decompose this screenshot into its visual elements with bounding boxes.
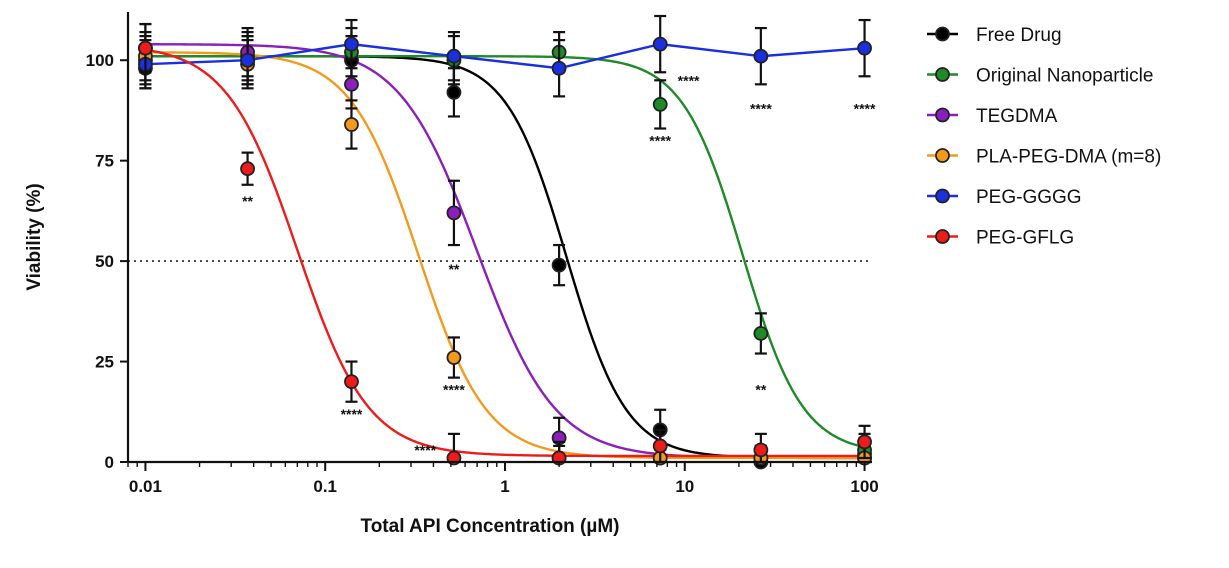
y-tick-label: 0 [105,453,114,472]
data-point-tegdma [446,205,462,221]
data-point-peg-gflg [753,442,769,458]
significance-annotations: **************************** ****** [242,72,876,458]
y-tick-label: 100 [86,51,114,70]
data-point-peg-gflg [240,161,255,177]
axes: 0 25 50 75 100 0.01 0.1 1 10 100 [86,12,879,496]
data-point-pla-peg-dma-m-8 [446,350,462,365]
x-tick-label: 10 [675,477,694,496]
legend-marker-peg-gggg [935,188,950,204]
legend-label-original-nanoparticle: Original Nanoparticle [976,66,1153,87]
legend-marker-pla-peg-dma-m-8 [935,148,950,163]
data-point-peg-gflg [138,40,153,56]
x-tick-label: 0.01 [129,477,162,496]
significance-mark: **** [750,100,772,116]
fit-curves-layer [145,42,865,460]
data-point-peg-gggg [652,36,668,52]
data-points-layer [138,14,872,470]
fit-curve-free-drug [145,55,865,460]
legend-marker-tegdma [935,107,950,123]
significance-mark: ** [448,261,459,277]
fit-curve-peg-gflg [145,48,865,458]
data-point-original-nanoparticle [753,326,769,341]
x-axis-label: Total API Concentration (µM) [361,516,620,537]
legend-label-pla-peg-dma-m-8: PLA-PEG-DMA (m=8) [976,147,1161,168]
significance-mark: **** [678,72,700,88]
y-tick-label: 75 [95,152,114,171]
data-point-pla-peg-dma-m-8 [344,117,359,132]
x-tick-label: 1 [500,477,509,496]
legend: Free Drug Original Nanoparticle TEGDMA PLA-… [927,25,1161,249]
data-point-peg-gflg [857,434,872,450]
data-point-peg-gggg [240,52,255,68]
data-point-original-nanoparticle [652,97,668,112]
data-point-free-drug [551,257,567,273]
data-point-peg-gflg [344,374,359,390]
significance-mark: **** [414,442,436,458]
data-point-peg-gflg [652,438,668,454]
data-point-tegdma [344,76,359,92]
legend-marker-free-drug [935,26,950,42]
y-axis-label: Viability (%) [24,183,45,290]
significance-mark: **** [854,100,876,116]
x-tick-label: 100 [850,477,878,496]
data-point-peg-gggg [857,40,872,56]
significance-mark: **** [341,406,363,422]
significance-mark: **** [649,133,671,149]
significance-mark: ** [755,382,766,398]
x-tick-label: 0.1 [313,477,337,496]
y-tick-label: 50 [95,252,114,271]
significance-mark: ** [242,193,253,209]
significance-mark: **** [443,382,465,398]
data-point-free-drug [446,84,462,100]
data-point-peg-gggg [551,60,567,76]
legend-label-peg-gggg: PEG-GGGG [976,187,1082,208]
legend-label-peg-gflg: PEG-GFLG [976,228,1074,249]
legend-label-free-drug: Free Drug [976,25,1062,46]
legend-label-tegdma: TEGDMA [976,106,1058,127]
data-point-peg-gggg [446,48,462,64]
data-point-peg-gggg [753,48,769,64]
connect-line-peg-gggg [145,42,865,70]
legend-marker-original-nanoparticle [935,67,950,82]
y-tick-label: 25 [95,353,114,372]
legend-marker-peg-gflg [935,229,950,244]
data-point-peg-gggg [344,36,359,52]
